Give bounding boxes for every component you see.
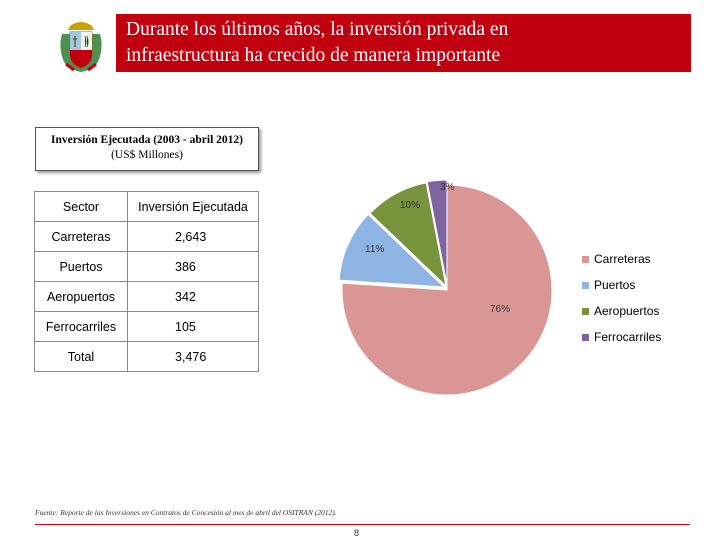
pie-data-label: 11% xyxy=(365,244,384,255)
investment-table: Sector Inversión Ejecutada Carreteras 2,… xyxy=(34,191,259,372)
table-row: Carreteras 2,643 xyxy=(34,221,259,252)
table-header-investment: Inversión Ejecutada xyxy=(127,191,259,222)
pie-slice-aeropuertos xyxy=(369,182,447,288)
pie-legend: Carreteras Puertos Aeropuertos Ferrocarrile… xyxy=(582,246,661,350)
table-cell-value: 342 xyxy=(127,281,259,312)
table-cell-value: 3,476 xyxy=(127,341,259,372)
table-row-total: Total 3,476 xyxy=(34,341,259,372)
table-cell-value: 105 xyxy=(127,311,259,342)
table-row: Aeropuertos 342 xyxy=(34,281,259,312)
table-cell-sector: Puertos xyxy=(34,251,128,282)
legend-item-carreteras: Carreteras xyxy=(582,246,661,272)
pie-data-label: 3% xyxy=(440,182,455,193)
table-header-sector: Sector xyxy=(34,191,128,222)
table-row: Puertos 386 xyxy=(34,251,259,282)
investment-pie-chart: 76% 11% 10% 3% xyxy=(338,180,553,396)
table-caption: Inversión Ejecutada (2003 - abril 2012) … xyxy=(35,127,259,171)
legend-label: Carreteras xyxy=(594,252,651,266)
legend-item-puertos: Puertos xyxy=(582,272,661,298)
table-row: Ferrocarriles 105 xyxy=(34,311,259,342)
pie-slice-carreteras xyxy=(341,184,553,396)
source-note: Fuente: Reporte de las Inversiones en Co… xyxy=(35,508,337,517)
table-cell-sector: Ferrocarriles xyxy=(34,311,128,342)
footer-divider xyxy=(35,524,690,525)
pie-slice-ferrocarriles xyxy=(426,180,448,286)
table-cell-value: 386 xyxy=(127,251,259,282)
legend-label: Puertos xyxy=(594,278,636,292)
slide-title-line-1: Durante los últimos años, la inversión p… xyxy=(126,19,509,40)
page-number: 8 xyxy=(354,528,360,538)
table-cell-sector: Total xyxy=(34,341,128,372)
legend-label: Aeropuertos xyxy=(594,304,660,318)
table-cell-sector: Aeropuertos xyxy=(34,281,128,312)
table-caption-units: (US$ Millones) xyxy=(111,149,183,161)
legend-swatch xyxy=(582,281,589,289)
legend-item-ferrocarriles: Ferrocarriles xyxy=(582,324,661,350)
pie-data-label: 10% xyxy=(400,200,420,211)
peru-coat-of-arms-logo xyxy=(60,22,102,72)
legend-swatch xyxy=(582,255,589,263)
slide-title-line-2: infraestructura ha crecido de manera imp… xyxy=(126,45,501,66)
legend-item-aeropuertos: Aeropuertos xyxy=(582,298,661,324)
table-cell-value: 2,643 xyxy=(127,221,259,252)
legend-swatch xyxy=(582,307,589,315)
legend-swatch xyxy=(582,333,589,341)
pie-slice-puertos xyxy=(338,213,446,288)
pie-data-label: 76% xyxy=(490,304,510,315)
table-caption-title: Inversión Ejecutada (2003 - abril 2012) xyxy=(51,134,243,146)
table-header-row: Sector Inversión Ejecutada xyxy=(34,191,259,222)
table-cell-sector: Carreteras xyxy=(34,221,128,252)
legend-label: Ferrocarriles xyxy=(594,330,662,344)
slide-title: Durante los últimos años, la inversión p… xyxy=(116,14,691,72)
